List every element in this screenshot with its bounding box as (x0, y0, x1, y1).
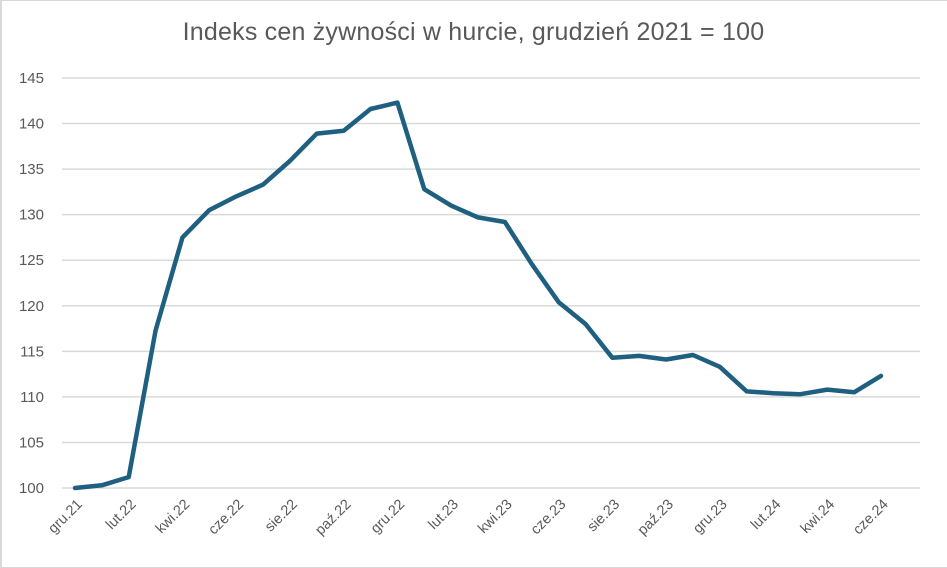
x-tick-label: lut.22 (103, 497, 139, 533)
gridlines (62, 77, 920, 489)
x-tick-label: cze.22 (205, 497, 247, 539)
y-tick-label: 135 (19, 161, 44, 178)
y-tick-label: 145 (19, 70, 44, 87)
y-tick-label: 100 (19, 480, 44, 497)
x-tick-label: sie.22 (262, 497, 301, 536)
x-tick-label: cze.23 (528, 497, 570, 539)
y-tick-label: 110 (20, 389, 44, 406)
x-tick-label: kwi.23 (475, 497, 515, 537)
y-tick-label: 125 (19, 252, 44, 269)
y-tick-label: 140 (19, 116, 44, 133)
x-tick-label: lut.24 (748, 497, 784, 533)
x-tick-label: paź.22 (312, 497, 354, 539)
x-axis-ticks: gru.21 lut.22 kwi.22 cze.22 sie.22 paź.22 gru.… (45, 497, 891, 539)
x-tick-label: gru.23 (690, 497, 730, 537)
y-tick-label: 130 (19, 207, 44, 224)
y-tick-label: 120 (19, 298, 44, 315)
x-tick-label: sie.23 (584, 497, 623, 536)
x-tick-label: kwi.24 (798, 497, 838, 537)
x-tick-label: cze.24 (850, 497, 892, 539)
y-tick-label: 105 (19, 434, 44, 451)
x-tick-label: paź.23 (635, 497, 677, 539)
y-axis-ticks: 100 105 110 115 120 125 130 135 140 145 (19, 70, 44, 497)
x-tick-label: kwi.22 (153, 497, 193, 537)
chart-title: Indeks cen żywności w hurcie, grudzień 2… (182, 18, 765, 46)
y-tick-label: 115 (20, 343, 44, 360)
series-line (72, 100, 884, 491)
x-tick-label: gru.21 (45, 497, 85, 537)
x-tick-label: lut.23 (426, 497, 462, 533)
x-tick-label: gru.22 (368, 497, 408, 537)
